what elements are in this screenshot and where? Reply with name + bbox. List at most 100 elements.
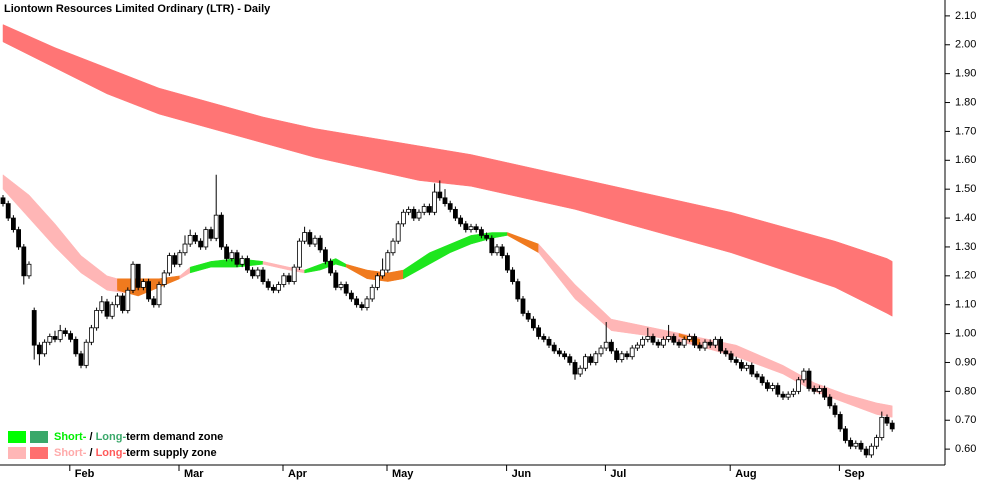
candle-body bbox=[817, 388, 822, 392]
zone-band bbox=[538, 243, 893, 418]
candle-body bbox=[759, 376, 765, 384]
candle-body bbox=[869, 445, 874, 456]
candle-body bbox=[16, 229, 22, 248]
y-tick-label: 1.30 bbox=[955, 241, 976, 253]
legend-swatch bbox=[30, 431, 48, 443]
candle-body bbox=[822, 388, 827, 398]
candle-body bbox=[780, 393, 786, 398]
candle-body bbox=[562, 353, 567, 358]
candle-body bbox=[853, 442, 859, 447]
y-tick-label: 1.20 bbox=[955, 270, 976, 282]
candle-body bbox=[681, 338, 687, 346]
candle-body bbox=[374, 275, 380, 288]
candle-body bbox=[858, 442, 864, 450]
candle-body bbox=[791, 390, 796, 395]
candle-body bbox=[749, 364, 755, 375]
candle-body bbox=[317, 237, 323, 251]
candle-body bbox=[411, 208, 417, 219]
candle-body bbox=[499, 246, 505, 257]
candle-body bbox=[406, 208, 412, 213]
candle-body bbox=[177, 252, 183, 265]
candle-body bbox=[203, 229, 209, 248]
candle-body bbox=[635, 344, 640, 349]
y-tick-label: 0.70 bbox=[955, 414, 976, 426]
candle-body bbox=[390, 240, 396, 254]
candle-body bbox=[593, 353, 599, 363]
y-tick-label: 1.00 bbox=[955, 327, 976, 339]
candle-body bbox=[291, 266, 297, 282]
candle-body bbox=[728, 353, 734, 360]
candle-body bbox=[718, 338, 723, 352]
candle-body bbox=[338, 284, 344, 288]
candle-body bbox=[598, 347, 604, 355]
zone-band bbox=[2, 24, 893, 317]
candle-body bbox=[120, 295, 125, 311]
candle-body bbox=[832, 405, 838, 415]
candle-body bbox=[109, 304, 115, 317]
candle-body bbox=[270, 286, 276, 291]
x-tick-label: Mar bbox=[184, 468, 204, 480]
y-tick-label: 0.80 bbox=[955, 385, 976, 397]
candle-body bbox=[432, 191, 438, 213]
candle-body bbox=[629, 347, 635, 358]
candle-body bbox=[801, 370, 807, 381]
candle-body bbox=[603, 341, 609, 349]
x-tick-label: Jun bbox=[512, 468, 532, 480]
candle-body bbox=[130, 263, 136, 291]
candle-body bbox=[863, 448, 869, 456]
candle-body bbox=[333, 272, 339, 288]
candle-body bbox=[707, 341, 713, 346]
candle-body bbox=[811, 388, 817, 392]
candle-body bbox=[848, 440, 853, 447]
candle-body bbox=[385, 252, 391, 271]
candle-body bbox=[218, 214, 224, 248]
candle-body bbox=[286, 275, 292, 282]
candle-body bbox=[702, 341, 708, 349]
candle-body bbox=[302, 232, 308, 242]
candle-body bbox=[416, 211, 422, 219]
candle-body bbox=[94, 310, 99, 329]
candle-body bbox=[234, 252, 240, 265]
candle-body bbox=[583, 356, 588, 369]
candle-body bbox=[239, 258, 245, 265]
legend-swatch bbox=[30, 447, 48, 459]
legend-text-part: term demand zone bbox=[126, 431, 223, 443]
candle-body bbox=[421, 206, 427, 213]
chart-title: Liontown Resources Limited Ordinary (LTR… bbox=[4, 3, 271, 15]
y-tick-label: 1.60 bbox=[955, 154, 976, 166]
candle-body bbox=[0, 197, 6, 205]
candle-body bbox=[557, 350, 562, 355]
candle-body bbox=[312, 237, 318, 245]
candle-body bbox=[63, 330, 68, 334]
candle-body bbox=[83, 341, 89, 366]
candle-body bbox=[161, 272, 167, 285]
candle-body bbox=[874, 437, 879, 447]
candle-body bbox=[837, 414, 843, 430]
candle-body bbox=[115, 295, 120, 306]
candle-body bbox=[577, 367, 583, 375]
candle-body bbox=[244, 258, 250, 271]
x-tick-label: Feb bbox=[75, 468, 95, 480]
candle-body bbox=[208, 229, 214, 239]
candle-body bbox=[775, 385, 781, 395]
candle-body bbox=[224, 246, 230, 259]
candle-body bbox=[322, 249, 328, 262]
candle-body bbox=[510, 269, 516, 282]
candle-body bbox=[806, 370, 812, 389]
candle-body bbox=[47, 336, 53, 343]
candle-body bbox=[536, 327, 541, 337]
legend-swatch bbox=[8, 431, 26, 443]
candle-body bbox=[307, 232, 313, 245]
candle-body bbox=[463, 223, 469, 231]
candle-body bbox=[785, 393, 791, 398]
candle-body bbox=[666, 336, 671, 340]
candle-body bbox=[354, 298, 360, 306]
candle-body bbox=[265, 281, 271, 288]
candle-body bbox=[213, 214, 219, 239]
candle-body bbox=[198, 240, 204, 248]
candle-body bbox=[489, 237, 495, 254]
candle-body bbox=[551, 344, 557, 352]
candle-body bbox=[57, 330, 63, 340]
candle-body bbox=[645, 336, 651, 340]
legend-label: Short- / Long-term demand zone bbox=[54, 431, 223, 443]
